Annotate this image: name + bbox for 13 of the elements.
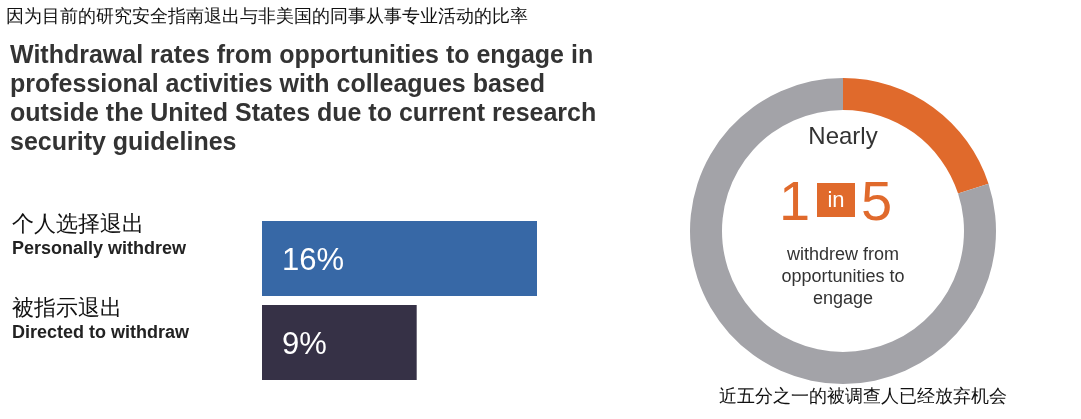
chart-title: 因为目前的研究安全指南退出与非美国的同事从事专业活动的比率 — [6, 5, 528, 28]
text: 5 — [861, 168, 893, 233]
data-label: 16% — [282, 241, 345, 277]
text: 1 — [779, 168, 811, 233]
text: withdrew from opportunities to engage — [780, 243, 906, 309]
text: Nearly — [807, 122, 879, 150]
donut-slice — [690, 78, 996, 384]
y-tick-label: 被指示退出 Directed to withdraw — [12, 294, 190, 343]
data-label: 9% — [282, 325, 327, 361]
y-tick-label: 个人选择退出 Personally withdrew — [12, 210, 187, 259]
text: 近五分之一的被调查人已经放弃机会 — [718, 385, 1008, 408]
chart-subtitle: Withdrawal rates from opportunities to engage in professional activities with colleagues based outside the United States due to current research security guidelines — [10, 40, 598, 156]
text: in — [817, 183, 855, 217]
